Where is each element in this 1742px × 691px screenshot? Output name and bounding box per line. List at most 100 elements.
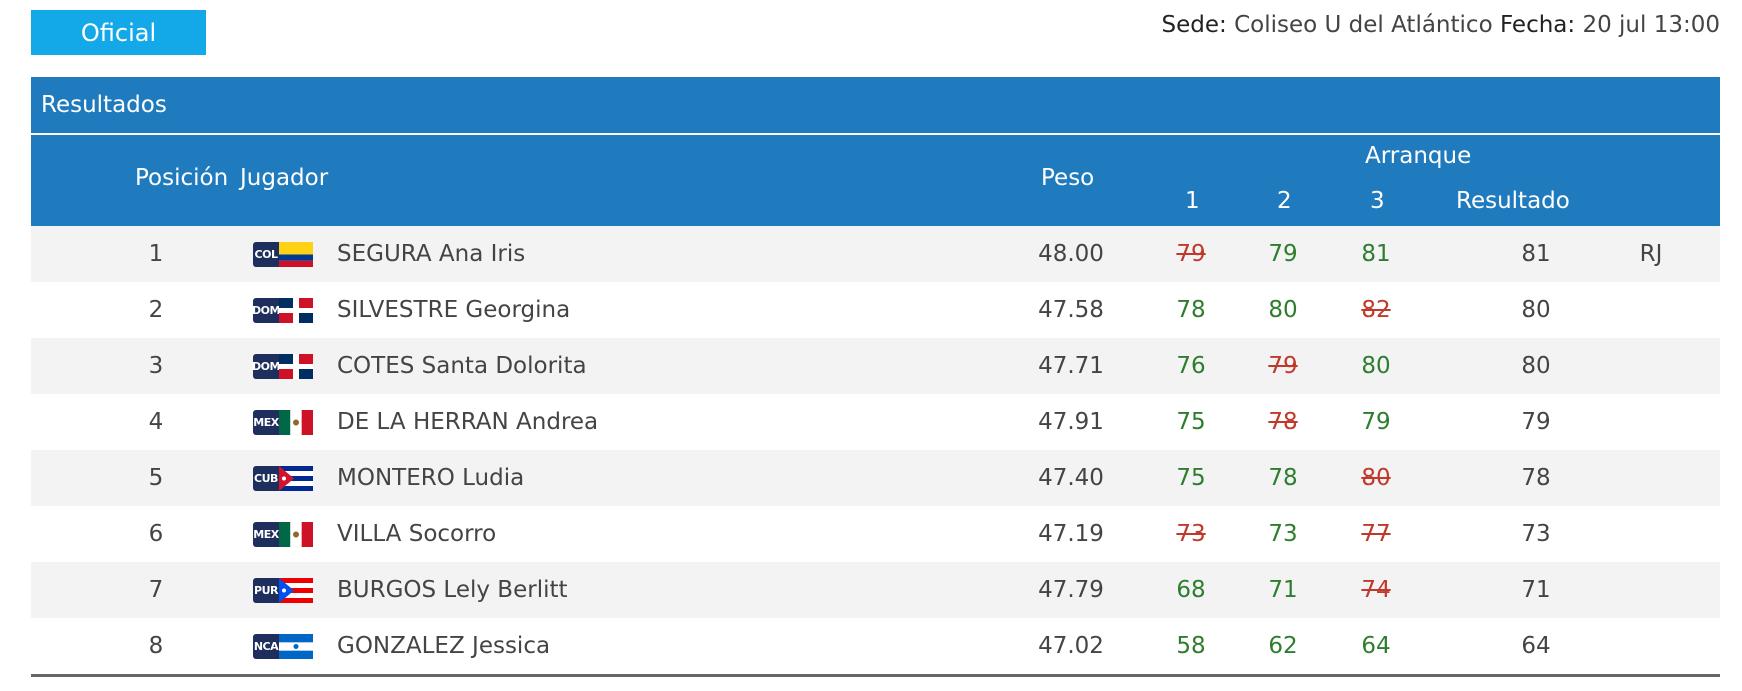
country-flag-icon: MEX xyxy=(253,394,315,450)
country-flag-icon: MEX xyxy=(253,506,315,562)
country-code: PUR xyxy=(253,577,279,603)
record-note xyxy=(1601,562,1701,618)
snatch-result: 73 xyxy=(1521,521,1551,547)
col-a1: 1 xyxy=(1185,188,1200,214)
attempt-2: 78 xyxy=(1268,409,1298,435)
body-weight: 47.19 xyxy=(1038,521,1104,547)
table-row: 1 COL SEGURA Ana Iris 48.00 79 79 81 81 RJ xyxy=(31,226,1720,282)
position: 3 xyxy=(148,353,164,379)
table-row: 8 NCA GONZALEZ Jessica 47.02 58 62 64 64 xyxy=(31,618,1720,674)
body-weight: 47.79 xyxy=(1038,577,1104,603)
col-posicion: Posición xyxy=(135,165,229,191)
country-flag-icon: COL xyxy=(253,226,315,282)
country-code: NCA xyxy=(253,633,279,659)
attempt-1: 76 xyxy=(1176,353,1206,379)
position: 4 xyxy=(148,409,164,435)
record-note xyxy=(1601,394,1701,450)
sede-value: Coliseo U del Atlántico xyxy=(1234,12,1493,38)
country-flag-icon: DOM xyxy=(252,282,315,338)
athlete-name[interactable]: BURGOS Lely Berlitt xyxy=(337,577,568,603)
snatch-result: 64 xyxy=(1521,633,1551,659)
body-weight: 48.00 xyxy=(1038,241,1104,267)
attempt-3: 77 xyxy=(1361,521,1391,547)
body-weight: 47.40 xyxy=(1038,465,1104,491)
country-code: MEX xyxy=(253,409,279,435)
panel-title: Resultados xyxy=(31,77,1720,133)
col-peso: Peso xyxy=(1041,165,1095,191)
snatch-result: 79 xyxy=(1521,409,1551,435)
body-weight: 47.02 xyxy=(1038,633,1104,659)
position: 7 xyxy=(148,577,164,603)
fecha-value: 20 jul 13:00 xyxy=(1582,12,1720,38)
snatch-result: 80 xyxy=(1521,297,1551,323)
country-code: DOM xyxy=(252,297,280,323)
attempt-1: 73 xyxy=(1176,521,1206,547)
snatch-result: 80 xyxy=(1521,353,1551,379)
country-flag-icon: PUR xyxy=(253,562,315,618)
country-code: CUB xyxy=(253,465,279,491)
record-note xyxy=(1601,506,1701,562)
body-weight: 47.71 xyxy=(1038,353,1104,379)
attempt-1: 79 xyxy=(1176,241,1206,267)
attempt-2: 79 xyxy=(1268,241,1298,267)
attempt-1: 78 xyxy=(1176,297,1206,323)
col-group-arranque: Arranque xyxy=(1365,143,1472,169)
table-row: 6 MEX VILLA Socorro 47.19 73 73 77 73 xyxy=(31,506,1720,562)
snatch-result: 71 xyxy=(1521,577,1551,603)
attempt-1: 58 xyxy=(1176,633,1206,659)
table-row: 4 MEX DE LA HERRAN Andrea 47.91 75 78 79 79 xyxy=(31,394,1720,450)
athlete-name[interactable]: VILLA Socorro xyxy=(337,521,497,547)
sede-label: Sede: xyxy=(1161,12,1227,38)
table-row: 7 PUR BURGOS Lely Berlitt 47.79 68 71 74 71 xyxy=(31,562,1720,618)
attempt-2: 73 xyxy=(1268,521,1298,547)
athlete-name[interactable]: SEGURA Ana Iris xyxy=(337,241,526,267)
table-bottom-rule xyxy=(31,674,1720,677)
record-note xyxy=(1601,282,1701,338)
table-header: Posición Jugador Peso Arranque 1 2 3 Res… xyxy=(31,135,1720,226)
record-note xyxy=(1601,450,1701,506)
table-row: 5 CUB MONTERO Ludia 47.40 75 78 80 78 xyxy=(31,450,1720,506)
venue-info: Sede: Coliseo U del Atlántico Fecha: 20 … xyxy=(1162,12,1720,38)
attempt-3: 81 xyxy=(1361,241,1391,267)
results-panel: Resultados Posición Jugador Peso Arranqu… xyxy=(31,77,1720,677)
results-table-body: 1 COL SEGURA Ana Iris 48.00 79 79 81 81 RJ 2 DOM SI… xyxy=(31,226,1720,674)
country-code: COL xyxy=(253,241,279,267)
attempt-2: 78 xyxy=(1268,465,1298,491)
athlete-name[interactable]: COTES Santa Dolorita xyxy=(337,353,587,379)
col-resultado: Resultado xyxy=(1456,188,1570,214)
position: 6 xyxy=(148,521,164,547)
attempt-3: 82 xyxy=(1361,297,1391,323)
athlete-name[interactable]: DE LA HERRAN Andrea xyxy=(337,409,599,435)
attempt-3: 80 xyxy=(1361,465,1391,491)
attempt-1: 75 xyxy=(1176,465,1206,491)
snatch-result: 81 xyxy=(1521,241,1551,267)
body-weight: 47.58 xyxy=(1038,297,1104,323)
athlete-name[interactable]: MONTERO Ludia xyxy=(337,465,525,491)
attempt-3: 79 xyxy=(1361,409,1391,435)
country-code: MEX xyxy=(253,521,279,547)
col-jugador: Jugador xyxy=(240,165,329,191)
status-badge: Oficial xyxy=(31,10,206,55)
country-flag-icon: DOM xyxy=(252,338,315,394)
attempt-2: 62 xyxy=(1268,633,1298,659)
table-row: 3 DOM COTES Santa Dolorita 47.71 76 79 80 80 xyxy=(31,338,1720,394)
athlete-name[interactable]: GONZALEZ Jessica xyxy=(337,633,551,659)
attempt-3: 74 xyxy=(1361,577,1391,603)
col-a2: 2 xyxy=(1277,188,1292,214)
record-note xyxy=(1601,338,1701,394)
fecha-label: Fecha: xyxy=(1499,12,1576,38)
attempt-2: 80 xyxy=(1268,297,1298,323)
snatch-result: 78 xyxy=(1521,465,1551,491)
position: 8 xyxy=(148,633,164,659)
country-code: DOM xyxy=(252,353,280,379)
position: 2 xyxy=(148,297,164,323)
col-a3: 3 xyxy=(1370,188,1385,214)
record-note xyxy=(1601,618,1701,674)
country-flag-icon: NCA xyxy=(253,618,315,674)
attempt-3: 80 xyxy=(1361,353,1391,379)
athlete-name[interactable]: SILVESTRE Georgina xyxy=(337,297,571,323)
attempt-1: 75 xyxy=(1176,409,1206,435)
attempt-1: 68 xyxy=(1176,577,1206,603)
table-row: 2 DOM SILVESTRE Georgina 47.58 78 80 82 80 xyxy=(31,282,1720,338)
body-weight: 47.91 xyxy=(1038,409,1104,435)
